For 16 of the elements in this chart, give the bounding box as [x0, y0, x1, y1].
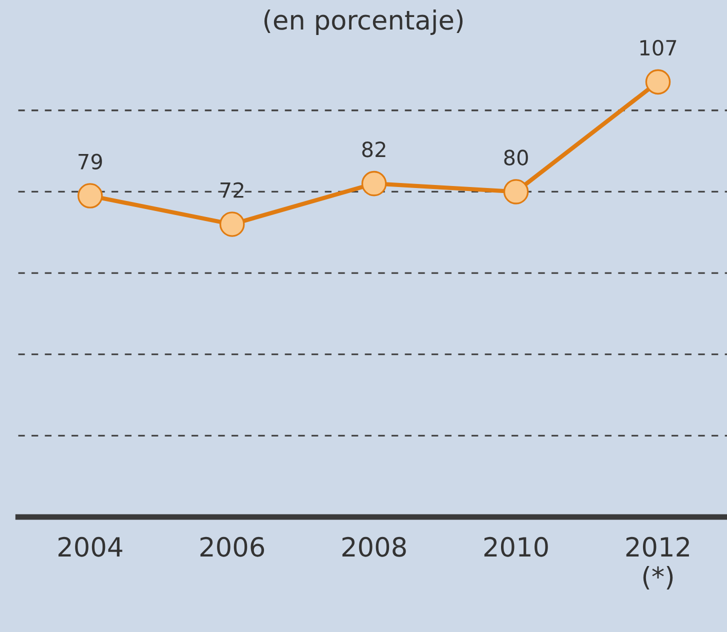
chart-title: (en porcentaje) [264, 9, 463, 36]
x-tick-label: 2006 [200, 536, 264, 557]
data-label: 72 [220, 182, 244, 198]
data-label: 107 [640, 40, 676, 56]
x-tick-label: 2004 [58, 536, 122, 557]
data-label: 79 [78, 154, 102, 170]
x-tick-label: 2010 [484, 536, 548, 557]
x-tick-label: 2008 [342, 536, 406, 557]
point [219, 212, 245, 237]
data-label: 82 [362, 142, 386, 158]
point [645, 69, 671, 95]
point [361, 170, 387, 196]
data-label: 80 [504, 150, 528, 166]
point [503, 179, 529, 204]
point [78, 183, 103, 208]
x-tick-label: 2012 (*) [626, 536, 689, 590]
